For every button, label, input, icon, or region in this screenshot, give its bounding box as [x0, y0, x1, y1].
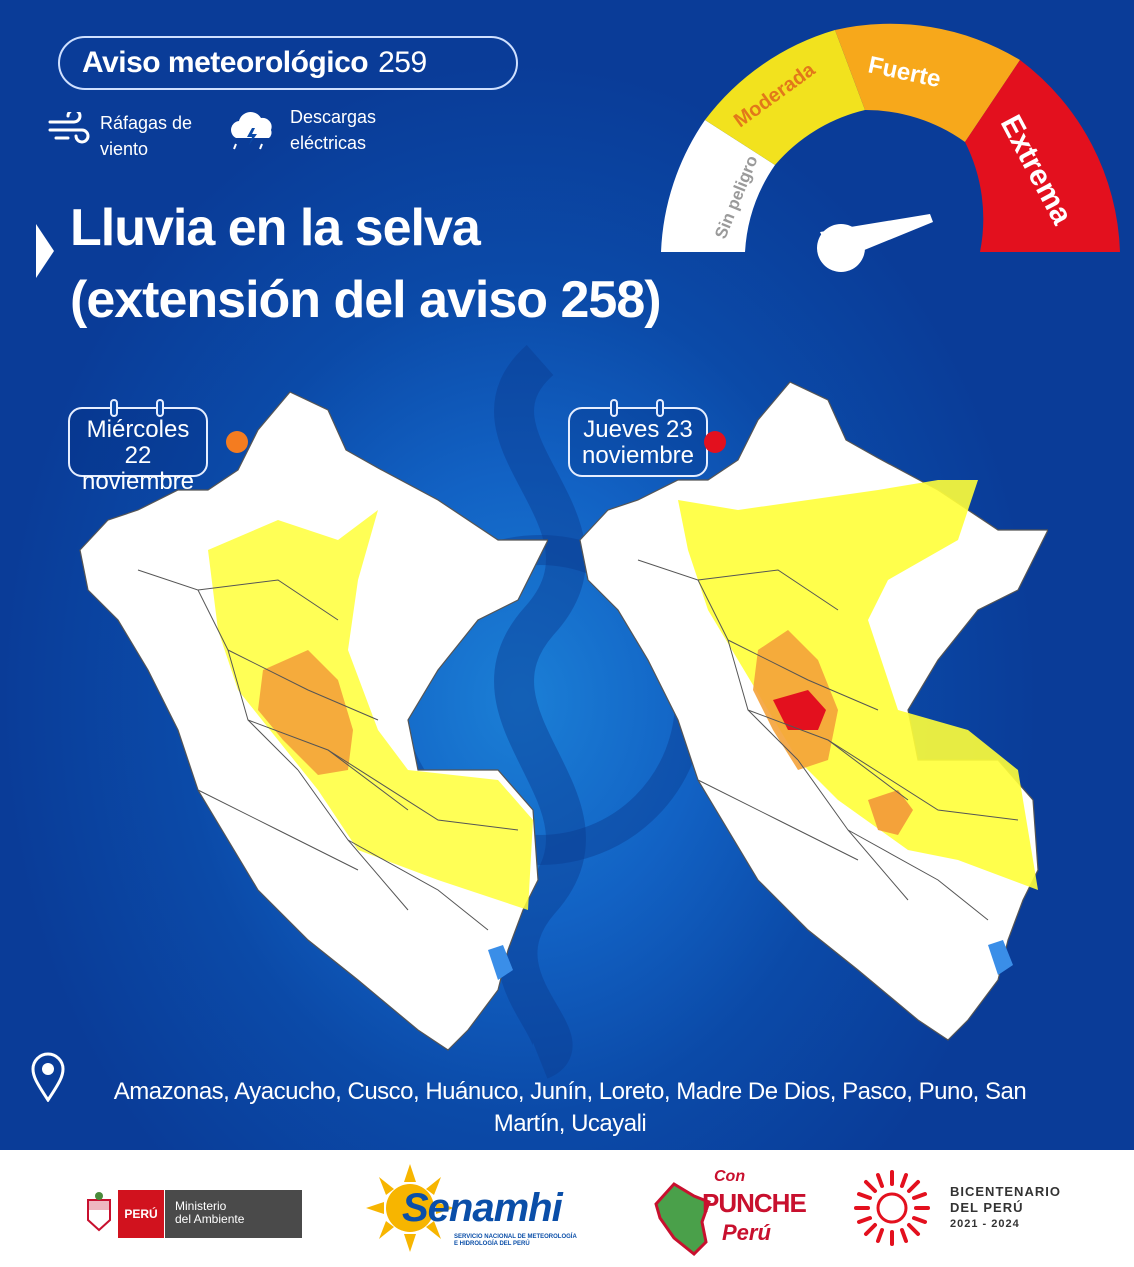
bicentenario-emblem-icon: [854, 1170, 930, 1246]
punche-con: Con: [714, 1168, 746, 1185]
gauge-segment-moderada: [705, 30, 865, 165]
level-dot-orange: [226, 431, 248, 453]
gauge-segment-extrema: [965, 60, 1120, 252]
storm-cloud-icon: [231, 112, 272, 150]
hazard-wind-label: Ráfagas de viento: [100, 113, 193, 159]
warning-poster: Aviso meteorológico 259 Ráfagas de vient…: [0, 0, 1134, 1150]
senamhi-subtitle: SERVICIO NACIONAL DE METEOROLOGÍA E HIDR…: [454, 1234, 577, 1247]
date-month-label: noviembre: [81, 468, 195, 495]
bicentenario-text: BICENTENARIO DEL PERÚ 2021 - 2024: [950, 1184, 1061, 1230]
senamhi-name: Senamhi: [402, 1186, 563, 1230]
ministry-label: Ministerio del Ambiente: [164, 1190, 302, 1238]
con-punche-peru-logo: Con PUNCHE Perú: [650, 1162, 810, 1258]
map-wednesday: [79, 391, 548, 1051]
date-badge-thursday: Jueves 23 noviembre: [568, 399, 708, 477]
gauge-segment-fuerte: [835, 23, 1020, 142]
punche-word: PUNCHE: [702, 1188, 807, 1218]
wind-icon: [48, 112, 90, 144]
location-pin-icon: [31, 1052, 65, 1102]
warning-title: Lluvia en la selva (extensión del aviso …: [70, 199, 662, 329]
ministerio-ambiente-logo: PERÚ Ministerio del Ambiente: [80, 1190, 302, 1238]
level-dot-red: [704, 431, 726, 453]
sun-icon: [366, 1164, 454, 1252]
gauge-segment-sin-peligro: [661, 120, 775, 252]
punche-peru: Perú: [722, 1220, 771, 1245]
senamhi-logo: Senamhi SERVICIO NACIONAL DE METEOROLOGÍ…: [366, 1162, 606, 1254]
date-day-label: Jueves 23: [583, 416, 693, 443]
peru-map-icon: [654, 1182, 711, 1256]
date-day-label: Miércoles 22: [86, 416, 190, 469]
logo-footer: PERÚ Ministerio del Ambiente Senamhi SER…: [0, 1150, 1134, 1267]
affected-regions: Amazonas, Ayacucho, Cusco, Huánuco, Juní…: [113, 1078, 1027, 1137]
hazard-lightning-label: Descargas eléctricas: [290, 107, 377, 153]
peru-label: PERÚ: [118, 1190, 164, 1238]
bicentenario-logo: BICENTENARIO DEL PERÚ 2021 - 2024: [852, 1168, 1082, 1248]
gauge-hub: [817, 224, 865, 272]
aviso-number: 259: [378, 46, 427, 79]
date-badge-wednesday: Miércoles 22 noviembre: [68, 399, 208, 495]
date-month-label: noviembre: [581, 442, 695, 469]
title-arrow-icon: [36, 224, 54, 278]
severity-gauge: Sin peligro Moderada Fuerte Extrema: [661, 23, 1120, 272]
aviso-header: Aviso meteorológico 259: [58, 36, 518, 90]
peru-coat-of-arms-icon: [87, 1192, 111, 1232]
aviso-title: Aviso meteorológico: [82, 46, 369, 79]
map-thursday: [579, 381, 1048, 1041]
